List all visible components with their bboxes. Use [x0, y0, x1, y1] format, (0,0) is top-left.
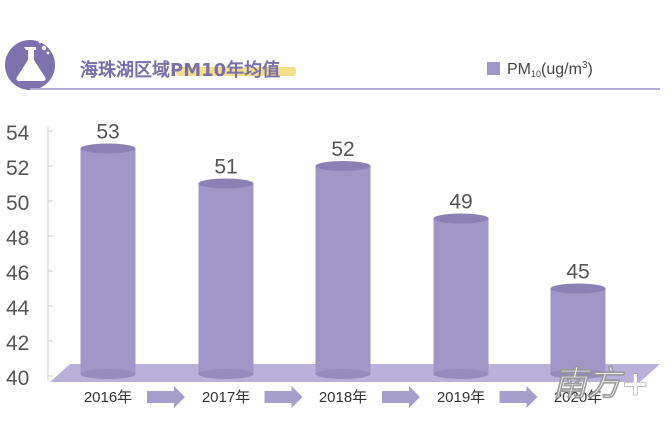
bar-top — [550, 283, 606, 294]
bar-value-label: 51 — [214, 156, 237, 179]
chart-header: 海珠湖区域PM10年均值 PM10(ug/m3) — [5, 40, 660, 90]
arrows — [147, 386, 538, 408]
arrow-right-icon — [147, 386, 185, 408]
y-tick-label: 48 — [6, 227, 29, 250]
bar-top — [80, 143, 136, 154]
x-tick-label: 2017年 — [202, 389, 250, 406]
bars — [80, 143, 606, 379]
bar — [80, 143, 136, 379]
bar-body — [433, 218, 489, 374]
y-tick-label: 42 — [6, 332, 29, 355]
legend-label: PM10(ug/m3) — [507, 60, 593, 79]
bar-base — [198, 369, 254, 379]
watermark: 南方+ — [553, 364, 650, 405]
legend-unit-open: (ug/m — [541, 61, 582, 78]
bar — [433, 213, 489, 379]
legend-swatch — [487, 62, 500, 75]
bar-top — [315, 161, 371, 171]
y-tick-label: 40 — [6, 367, 29, 390]
legend-superscript: 3 — [582, 60, 588, 71]
bar — [550, 283, 606, 379]
flask-icon — [16, 40, 50, 81]
value-labels: 53 51 52 49 45 — [96, 121, 589, 284]
bar-body — [550, 288, 606, 374]
bar-value-label: 45 — [566, 261, 589, 284]
legend-prefix: PM — [507, 61, 531, 78]
arrow-right-icon — [382, 386, 420, 408]
arrow-right-icon — [264, 386, 303, 408]
bar-value-label: 49 — [449, 191, 472, 214]
x-tick-label: 2019年 — [437, 389, 485, 406]
legend-subscript: 10 — [531, 69, 541, 79]
chart-title: 海珠湖区域PM10年均值 — [80, 59, 280, 81]
bar-top — [198, 178, 254, 189]
title-highlight — [176, 67, 296, 76]
x-tick-label: 2018年 — [319, 389, 367, 406]
bar-top — [433, 213, 489, 224]
bar — [315, 161, 371, 379]
bar-base — [433, 369, 489, 379]
watermark-text: 南方+ — [553, 364, 650, 404]
bar-value-label: 52 — [331, 138, 354, 161]
bar-body — [315, 166, 371, 374]
bar-base — [80, 369, 136, 379]
y-tick-label: 52 — [6, 157, 29, 180]
bar-body — [80, 148, 136, 374]
bar-base — [550, 369, 606, 379]
bar-body — [198, 183, 254, 374]
legend-unit-close: ) — [587, 61, 592, 78]
y-tick-label: 46 — [6, 262, 29, 285]
x-tick-label: 2020年 — [554, 389, 602, 406]
y-tick-label: 44 — [6, 297, 30, 320]
y-tick-label: 50 — [6, 192, 29, 215]
x-tick-label: 2016年 — [84, 389, 132, 406]
y-tick-label: 54 — [6, 122, 30, 145]
legend: PM10(ug/m3) — [487, 60, 593, 79]
bar-value-label: 53 — [96, 121, 119, 144]
arrow-right-icon — [499, 386, 538, 408]
x-axis: 2016年 2017年 2018年 2019年 2020年 — [84, 389, 602, 406]
bar — [198, 178, 254, 379]
bar-base — [315, 369, 371, 379]
y-axis: 40 42 44 46 48 50 52 54 — [6, 122, 53, 390]
